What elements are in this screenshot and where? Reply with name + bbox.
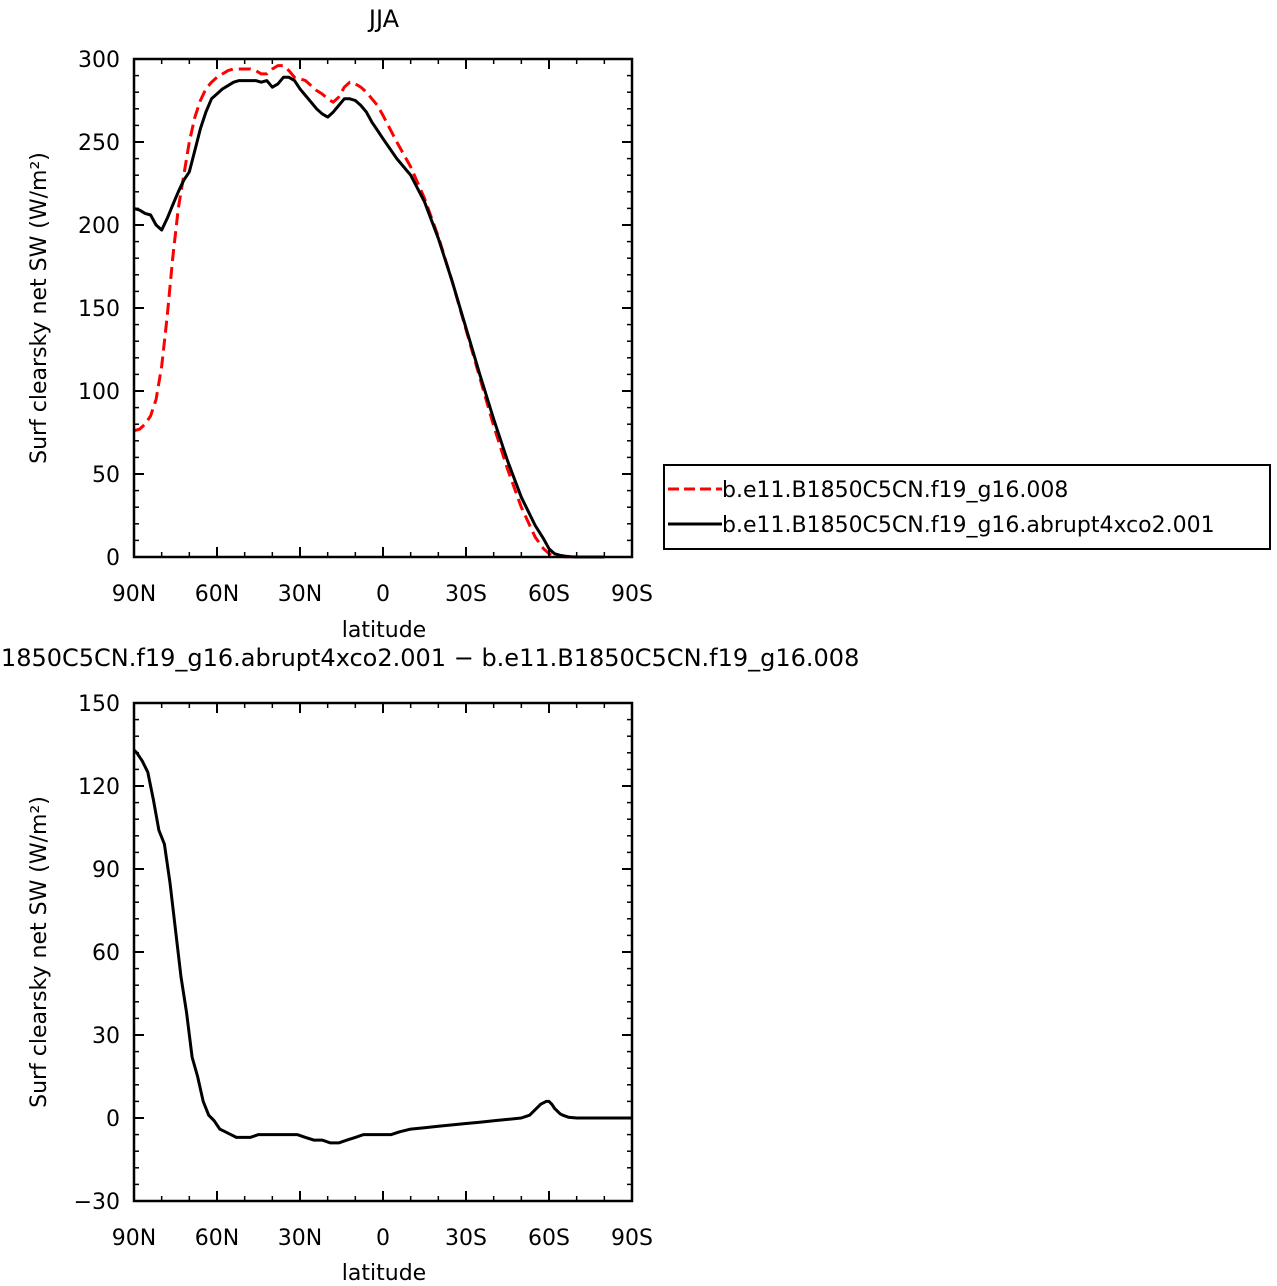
bottom-panel-x-tick-label: 0	[376, 1226, 390, 1251]
legend-label-control: b.e11.B1850C5CN.f19_g16.008	[722, 478, 1068, 503]
top-panel-x-tick-label: 30N	[278, 582, 322, 607]
top-panel-x-tick-label: 60N	[195, 582, 239, 607]
top-panel-x-axis-label: latitude	[342, 618, 426, 643]
legend-label-abrupt4xco2: b.e11.B1850C5CN.f19_g16.abrupt4xco2.001	[722, 513, 1215, 538]
bottom-panel-title: b.e11.B1850C5CN.f19_g16.abrupt4xco2.001 …	[0, 644, 859, 672]
bottom-panel-y-tick-labels: −30 0 30 60 90 120 150	[74, 692, 120, 1215]
bottom-panel-y-tick-label: 30	[92, 1024, 120, 1049]
bottom-panel-x-tick-label: 30S	[445, 1226, 487, 1251]
top-panel-series-line-1	[133, 75, 605, 559]
top-panel-ticks	[133, 58, 633, 558]
top-panel-y-tick-labels: 0 50 100 150 200 250 300	[78, 48, 120, 571]
bottom-panel-x-tick-label: 30N	[278, 1226, 322, 1251]
bottom-panel-y-tick-label: 90	[92, 858, 120, 883]
bottom-panel-y-tick-label: 150	[78, 692, 120, 717]
top-panel-y-tick-label: 150	[78, 297, 120, 322]
bottom-panel-y-tick-label: 120	[78, 775, 120, 800]
bottom-panel-y-tick-label: −30	[74, 1190, 120, 1215]
bottom-panel-x-tick-labels: 90N 60N 30N 0 30S 60S 90S	[112, 1226, 653, 1251]
top-panel-title: JJA	[367, 5, 400, 33]
bottom-panel-series-lines	[132, 748, 632, 1145]
bottom-panel-y-axis-label: Surf clearsky net SW (W/m²)	[27, 796, 52, 1108]
top-panel-y-tick-label: 250	[78, 131, 120, 156]
bottom-panel-plot-frame	[132, 701, 634, 1203]
top-panel-x-tick-label: 0	[376, 582, 390, 607]
bottom-panel: b.e11.B1850C5CN.f19_g16.abrupt4xco2.001 …	[0, 644, 859, 1286]
bottom-panel-y-tick-label: 0	[106, 1107, 120, 1132]
bottom-panel-x-tick-label: 60N	[195, 1226, 239, 1251]
legend-box	[663, 464, 1271, 550]
bottom-panel-x-tick-label: 90S	[611, 1226, 653, 1251]
bottom-panel-x-tick-label: 60S	[528, 1226, 570, 1251]
top-panel-y-tick-label: 200	[78, 214, 120, 239]
bottom-panel-ticks	[133, 702, 633, 1202]
bottom-panel-x-tick-label: 90N	[112, 1226, 156, 1251]
top-panel-y-tick-label: 100	[78, 380, 120, 405]
top-panel-series-lines	[133, 64, 605, 559]
top-panel-x-tick-label: 60S	[528, 582, 570, 607]
legend: b.e11.B1850C5CN.f19_g16.008 b.e11.B1850C…	[663, 464, 1271, 550]
bottom-panel-series-line-0	[132, 748, 632, 1145]
bottom-panel-x-axis-label: latitude	[342, 1261, 426, 1286]
top-panel-series-line-0	[133, 64, 605, 559]
top-panel-x-tick-label: 90N	[112, 582, 156, 607]
top-panel-x-tick-label: 90S	[611, 582, 653, 607]
top-panel-x-tick-labels: 90N 60N 30N 0 30S 60S 90S	[112, 582, 653, 607]
top-panel-y-tick-label: 300	[78, 48, 120, 73]
top-panel-y-tick-label: 50	[92, 463, 120, 488]
top-panel-plot-frame	[132, 57, 634, 559]
bottom-panel-y-tick-label: 60	[92, 941, 120, 966]
top-panel-y-tick-label: 0	[106, 546, 120, 571]
top-panel-y-axis-label: Surf clearsky net SW (W/m²)	[27, 152, 52, 464]
top-panel-x-tick-label: 30S	[445, 582, 487, 607]
